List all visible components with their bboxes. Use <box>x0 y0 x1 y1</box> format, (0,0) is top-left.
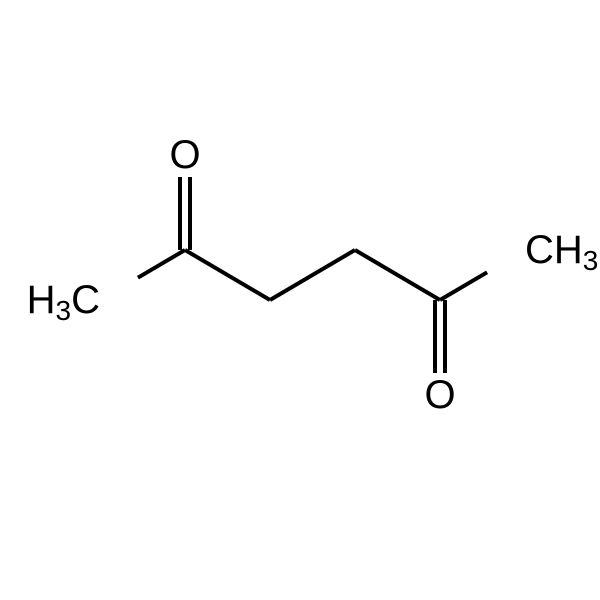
molecule-diagram: H3C O O CH3 <box>0 0 600 600</box>
atom-label-C6: CH3 <box>525 228 598 276</box>
bond <box>270 250 355 300</box>
bond <box>138 250 185 278</box>
bond <box>440 272 487 300</box>
atom-label-O5: O <box>424 373 455 417</box>
bond <box>355 250 440 300</box>
atom-label-O2: O <box>169 133 200 177</box>
bond <box>185 250 270 300</box>
atom-label-C1: H3C <box>27 278 100 326</box>
